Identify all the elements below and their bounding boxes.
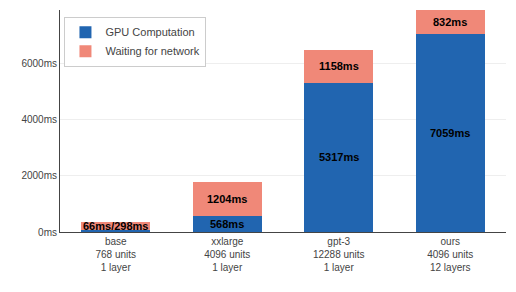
- svg-text:568ms: 568ms: [210, 218, 244, 230]
- svg-text:Waiting for network: Waiting for network: [105, 45, 199, 57]
- svg-text:1204ms: 1204ms: [207, 193, 247, 205]
- svg-text:7059ms: 7059ms: [430, 127, 470, 139]
- svg-text:gpt-312288 units1 layer: gpt-312288 units1 layer: [313, 236, 365, 273]
- svg-text:2000ms: 2000ms: [21, 170, 57, 181]
- svg-text:0ms: 0ms: [38, 227, 57, 238]
- svg-text:base768 units1 layer: base768 units1 layer: [95, 236, 136, 273]
- svg-text:4000ms: 4000ms: [21, 114, 57, 125]
- svg-text:5317ms: 5317ms: [319, 151, 359, 163]
- svg-text:GPU Computation: GPU Computation: [105, 26, 194, 38]
- svg-text:832ms: 832ms: [433, 16, 467, 28]
- svg-text:1158ms: 1158ms: [319, 60, 359, 72]
- svg-text:xxlarge4096 units1 layer: xxlarge4096 units1 layer: [204, 236, 250, 273]
- svg-text:6000ms: 6000ms: [21, 58, 57, 69]
- svg-text:ours4096 units12 layers: ours4096 units12 layers: [427, 236, 473, 273]
- svg-text:66ms/298ms: 66ms/298ms: [83, 220, 148, 232]
